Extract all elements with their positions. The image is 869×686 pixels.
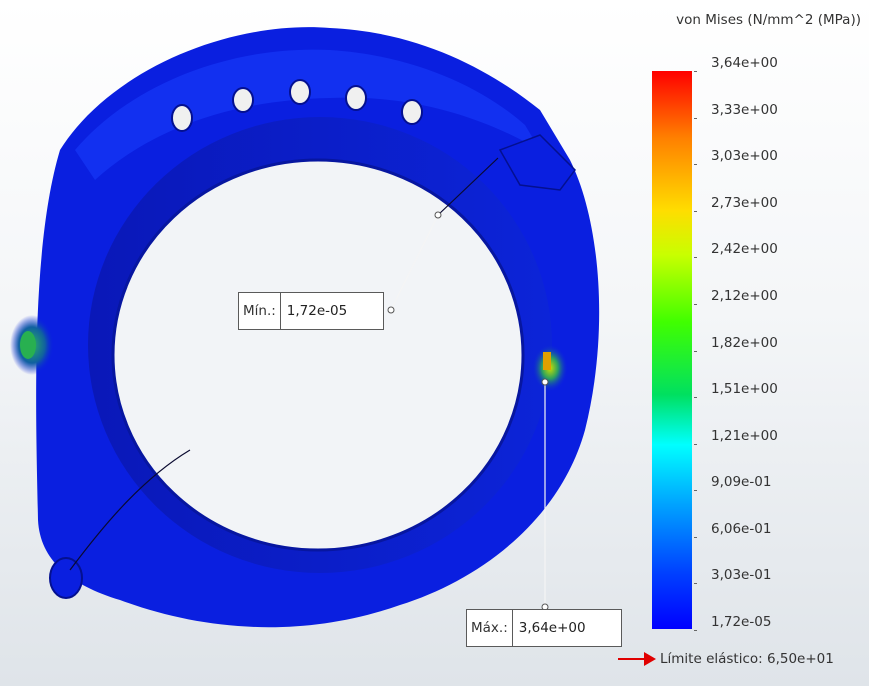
legend-tick-mark	[694, 71, 697, 72]
min-probe-label[interactable]: Mín.: 1,72e-05	[238, 292, 384, 330]
legend-tick-label: 6,06e-01	[711, 520, 772, 537]
max-probe-label[interactable]: Máx.: 3,64e+00	[466, 609, 622, 647]
vent-holes	[171, 79, 423, 132]
legend-tick-mark	[694, 257, 697, 259]
legend-tick-mark	[694, 583, 697, 585]
legend-tick-mark	[694, 117, 697, 119]
legend-tick-mark	[694, 443, 697, 445]
legend-tick-label: 2,12e+00	[711, 287, 778, 304]
legend-tick-mark	[694, 210, 697, 212]
legend-tick-label: 1,51e+00	[711, 381, 778, 398]
yield-strength-indicator: Límite elástico: 6,50e+01	[618, 651, 834, 667]
split-line	[69, 157, 499, 571]
legend-tick-label: 3,64e+00	[711, 55, 778, 71]
legend-tick-label: 2,73e+00	[711, 194, 778, 211]
latch	[498, 134, 576, 191]
min-probe-value: 1,72e-05	[286, 303, 348, 319]
legend-tick-mark	[694, 536, 697, 538]
legend-tick-label: 9,09e-01	[711, 474, 772, 491]
yield-strength-text: Límite elástico: 6,50e+01	[660, 651, 834, 667]
center-hole	[113, 160, 523, 550]
legend-tick-mark	[694, 630, 697, 631]
legend-tick-label: 3,03e+00	[711, 148, 778, 165]
legend-tick-mark	[694, 303, 697, 305]
legend-tick-label: 1,21e+00	[711, 427, 778, 444]
legend-tick-label: 3,33e+00	[711, 101, 778, 118]
legend-tick-label: 3,03e-01	[711, 567, 772, 584]
hinge	[49, 557, 83, 599]
min-probe-caption: Mín.:	[239, 293, 281, 329]
legend-tick-mark	[694, 397, 697, 399]
color-scale-bar	[652, 71, 692, 629]
legend-tick-mark	[694, 490, 697, 492]
max-probe-caption: Máx.:	[467, 610, 513, 646]
yield-arrow-icon	[618, 652, 658, 666]
min-leader-line	[390, 214, 439, 311]
housing-rim	[75, 49, 540, 181]
legend-tick-mark	[694, 350, 697, 352]
legend-tick-label: 1,82e+00	[711, 334, 778, 351]
legend-title: von Mises (N/mm^2 (MPa))	[676, 12, 861, 28]
legend-tick-mark	[694, 164, 697, 166]
max-probe-value: 3,64e+00	[518, 620, 586, 636]
legend-tick-label: 1,72e-05	[711, 614, 772, 630]
legend-tick-label: 2,42e+00	[711, 241, 778, 258]
